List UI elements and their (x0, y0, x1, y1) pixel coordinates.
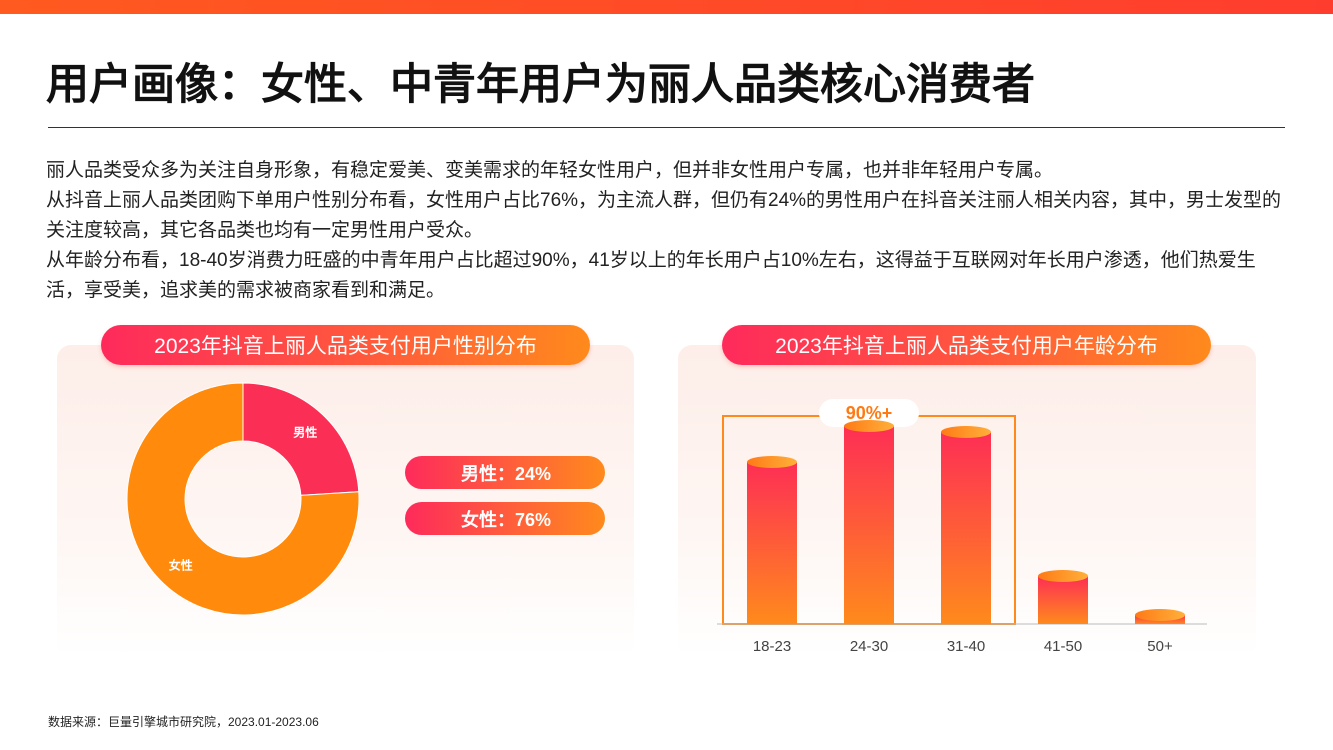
annotation-badge (819, 399, 919, 427)
donut-label-female: 女性 (169, 557, 193, 572)
bar-cap-41-50 (1038, 570, 1088, 582)
bar-cap-50+ (1135, 609, 1185, 621)
age-bar-chart: 90%+ 18-23 24-30 31-40 41-50 50+ (717, 399, 1207, 655)
donut-label-male: 男性 (293, 425, 317, 440)
paragraph-1: 丽人品类受众多为关注自身形象，有稳定爱美、变美需求的年轻女性用户，但并非女性用户… (46, 160, 1054, 181)
legend-male-label: 男性：24% (461, 463, 552, 484)
legend-female-label: 女性：76% (461, 509, 552, 530)
legend-male: 男性：24% (405, 456, 605, 489)
data-source-note: 数据来源：巨量引擎城市研究院，2023.01-2023.06 (48, 715, 319, 729)
page-title: 用户画像：女性、中青年用户为丽人品类核心消费者 (46, 61, 1035, 109)
legend-female: 女性：76% (405, 502, 605, 535)
paragraph-2: 从抖音上丽人品类团购下单用户性别分布看，女性用户占比76%，为主流人群，但仍有2… (46, 190, 1282, 241)
x-tick-50+: 50+ (1147, 638, 1173, 655)
x-tick-41-50: 41-50 (1044, 638, 1082, 655)
paragraph-3: 从年龄分布看，18-40岁消费力旺盛的中青年用户占比超过90%，41岁以上的年长… (46, 250, 1256, 301)
age-chart-title: 2023年抖音上丽人品类支付用户年龄分布 (722, 325, 1211, 365)
annotation-label: 90%+ (846, 403, 893, 423)
x-tick-31-40: 31-40 (947, 638, 985, 655)
top-accent-bar (0, 0, 1333, 14)
gender-chart-title: 2023年抖音上丽人品类支付用户性别分布 (101, 325, 590, 365)
donut-slice-female (126, 382, 360, 616)
x-tick-24-30: 24-30 (850, 638, 888, 655)
title-divider (48, 127, 1285, 128)
x-tick-18-23: 18-23 (753, 638, 791, 655)
donut-slice-male (242, 382, 360, 496)
bar-41-50 (1038, 576, 1088, 624)
bar-cap-31-40 (941, 426, 991, 438)
description-text: 丽人品类受众多为关注自身形象，有稳定爱美、变美需求的年轻女性用户，但并非女性用户… (46, 156, 1286, 306)
bar-31-40 (941, 432, 991, 624)
bar-18-23 (747, 462, 797, 624)
bar-cap-24-30 (844, 420, 894, 432)
bar-cap-18-23 (747, 456, 797, 468)
bar-24-30 (844, 426, 894, 624)
